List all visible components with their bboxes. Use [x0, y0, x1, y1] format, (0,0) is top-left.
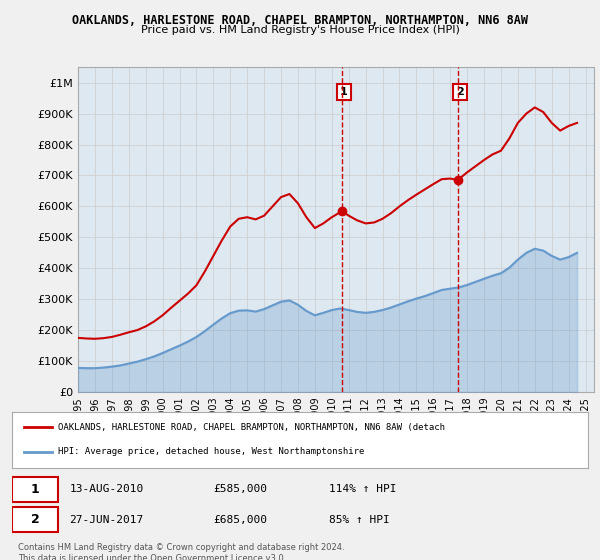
Text: 27-JUN-2017: 27-JUN-2017	[70, 515, 144, 525]
Text: OAKLANDS, HARLESTONE ROAD, CHAPEL BRAMPTON, NORTHAMPTON, NN6 8AW: OAKLANDS, HARLESTONE ROAD, CHAPEL BRAMPT…	[72, 14, 528, 27]
Text: £585,000: £585,000	[214, 484, 268, 494]
Text: 2: 2	[31, 513, 40, 526]
Text: 1: 1	[340, 87, 348, 97]
Text: 85% ↑ HPI: 85% ↑ HPI	[329, 515, 389, 525]
Text: Price paid vs. HM Land Registry's House Price Index (HPI): Price paid vs. HM Land Registry's House …	[140, 25, 460, 35]
Text: 13-AUG-2010: 13-AUG-2010	[70, 484, 144, 494]
Text: HPI: Average price, detached house, West Northamptonshire: HPI: Average price, detached house, West…	[58, 447, 364, 456]
Text: 2: 2	[456, 87, 464, 97]
Text: 1: 1	[31, 483, 40, 496]
FancyBboxPatch shape	[12, 507, 58, 532]
Text: OAKLANDS, HARLESTONE ROAD, CHAPEL BRAMPTON, NORTHAMPTON, NN6 8AW (detach: OAKLANDS, HARLESTONE ROAD, CHAPEL BRAMPT…	[58, 423, 445, 432]
Text: 114% ↑ HPI: 114% ↑ HPI	[329, 484, 397, 494]
FancyBboxPatch shape	[12, 477, 58, 502]
Text: £685,000: £685,000	[214, 515, 268, 525]
Text: Contains HM Land Registry data © Crown copyright and database right 2024.
This d: Contains HM Land Registry data © Crown c…	[18, 543, 344, 560]
